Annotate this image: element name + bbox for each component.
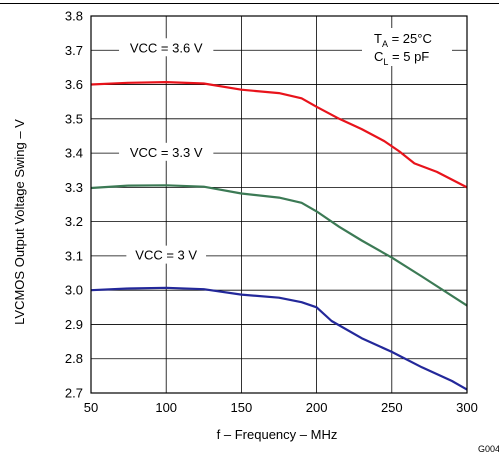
y-tick-label: 3.0: [65, 283, 83, 298]
series-label-background: [126, 245, 207, 264]
x-tick-label: 200: [306, 400, 328, 415]
series-label: VCC = 3.3 V: [130, 145, 203, 160]
y-tick-label: 3.5: [65, 111, 83, 126]
series-line: [90, 184, 468, 307]
tick-labels: 50 100 150 200 250 300 3.8 3.7 3.6 3.5 3.4 3.3 3.2 3.…: [65, 9, 478, 416]
y-tick-label: 3.4: [65, 146, 83, 161]
y-axis-label: LVCMOS Output Voltage Swing – V: [12, 119, 27, 325]
y-tick-label: 3.2: [65, 214, 83, 229]
conditions-background: [362, 28, 452, 66]
y-tick-label: 2.8: [65, 351, 83, 366]
ambient-temperature-label: TA = 25°C: [374, 31, 432, 49]
series-label: VCC = 3.6 V: [130, 40, 203, 55]
load-capacitance-label: CL = 5 pF: [374, 49, 429, 67]
series-layer: [90, 80, 468, 391]
series-label-background: [119, 142, 214, 161]
y-tick-label: 3.6: [65, 77, 83, 92]
y-tick-label: 2.7: [65, 386, 83, 401]
series-label: VCC = 3 V: [135, 248, 197, 263]
series-line: [90, 80, 468, 189]
x-axis-label: f – Frequency – MHz: [217, 427, 338, 442]
y-tick-label: 3.1: [65, 248, 83, 263]
x-tick-label: 150: [231, 400, 253, 415]
conditions-box: TA = 25°C CL = 5 pF: [362, 28, 452, 67]
y-tick-label: 2.9: [65, 317, 83, 332]
y-tick-label: 3.7: [65, 43, 83, 58]
series-labels: VCC = 3.6 V VCC = 3.3 V VCC = 3 V: [119, 38, 214, 264]
x-tick-label: 300: [456, 400, 478, 415]
x-tick-label: 250: [381, 400, 403, 415]
plot-frame: [90, 15, 468, 394]
y-tick-label: 3.3: [65, 180, 83, 195]
top-rule: [0, 3, 499, 4]
series-line: [90, 286, 468, 391]
x-tick-label: 100: [155, 400, 177, 415]
figure-code: G004: [478, 444, 499, 453]
grid: [91, 16, 467, 393]
series-label-background: [119, 38, 214, 57]
x-tick-label: 50: [84, 400, 98, 415]
y-tick-label: 3.8: [65, 9, 83, 24]
